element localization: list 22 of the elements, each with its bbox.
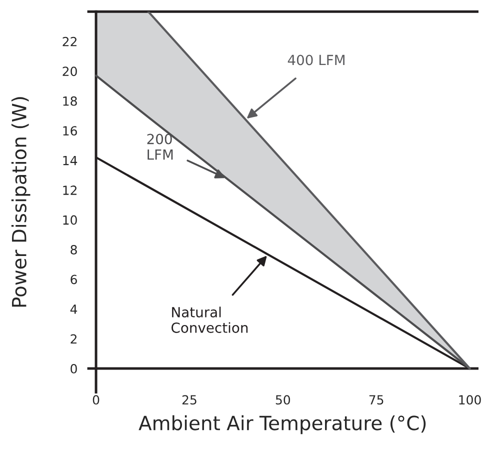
y-tick-label: 6 xyxy=(70,274,77,284)
y-tick-label: 16 xyxy=(63,126,77,136)
y-tick-label: 22 xyxy=(62,36,77,46)
x-tick-label: 75 xyxy=(369,395,384,405)
y-tick-label: 2 xyxy=(70,334,77,344)
text: Natural Convection xyxy=(172,306,248,333)
x-tick-label: 25 xyxy=(182,395,196,405)
x-tick-label: 50 xyxy=(276,395,290,405)
y-tick-label: 4 xyxy=(70,304,78,314)
y-axis-title: Power Dissipation (W) xyxy=(11,97,30,307)
y-tick-label: 14 xyxy=(63,156,78,166)
y-tick-label: 12 xyxy=(63,186,77,195)
x-tick-label: 0 xyxy=(92,395,100,405)
y-tick-label: 10 xyxy=(63,215,77,225)
y-tick-label: 20 xyxy=(62,66,77,76)
y-tick-label: 8 xyxy=(70,245,77,254)
x-tick-label: 100 xyxy=(459,395,481,405)
series-label: 200 LFM xyxy=(147,134,173,160)
y-tick-label: 18 xyxy=(63,96,77,106)
x-axis-title: Ambient Air Temperature (°C) xyxy=(138,415,426,434)
y-tick-label: 0 xyxy=(70,364,77,374)
text: 400 LFM xyxy=(288,54,344,66)
